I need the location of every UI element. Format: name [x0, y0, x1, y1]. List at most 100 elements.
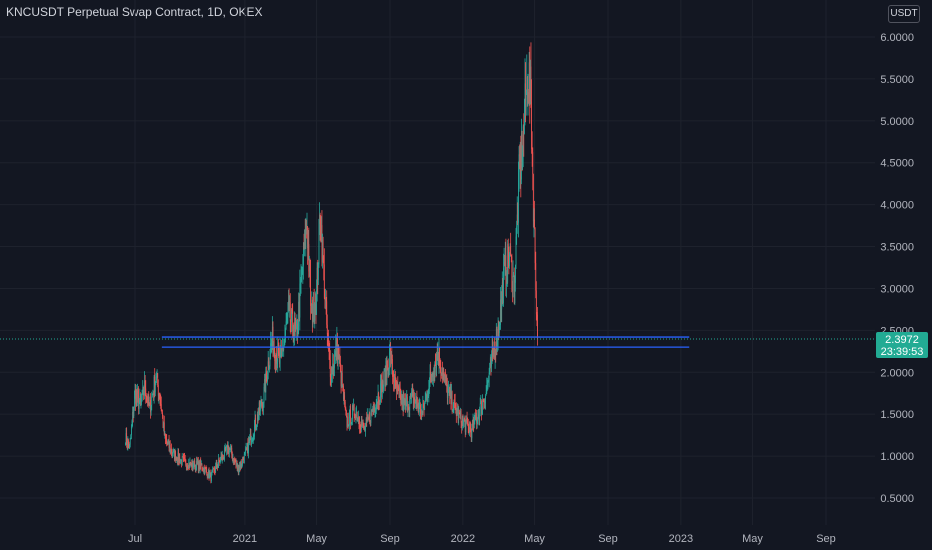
candle-body	[211, 472, 212, 482]
candle-body	[442, 372, 444, 380]
candle-body	[304, 229, 306, 250]
candle-body	[334, 352, 336, 356]
candle-body	[184, 457, 186, 460]
candle-body	[536, 314, 538, 316]
candle-body	[532, 174, 534, 222]
candle-body	[351, 406, 353, 420]
y-tick-label: 1.0000	[880, 451, 914, 463]
candle-body	[389, 348, 391, 352]
candle-body	[243, 453, 245, 464]
candle-body	[350, 423, 352, 425]
candle-body	[257, 414, 259, 420]
candle-body	[524, 83, 526, 123]
candle-body	[506, 279, 508, 283]
candle-body	[181, 459, 182, 465]
candle-body	[467, 421, 469, 425]
candle-body	[507, 243, 509, 261]
candle-body	[503, 268, 504, 303]
candle-body	[277, 345, 279, 362]
candle-body	[504, 262, 506, 266]
candle-body	[488, 372, 490, 381]
candle-body	[314, 304, 316, 315]
candle-body	[217, 464, 219, 468]
candle-body	[178, 457, 180, 462]
candle-body	[155, 380, 157, 383]
horizontal-lines[interactable]	[0, 336, 875, 348]
candle-body	[317, 264, 319, 280]
y-tick-label: 4.0000	[880, 200, 914, 212]
candle-body	[457, 408, 459, 420]
candle-body	[377, 401, 378, 404]
candle-body	[392, 359, 393, 375]
candle-body	[454, 400, 456, 405]
candle-body	[325, 298, 327, 302]
candle-body	[298, 301, 300, 327]
candle-body	[335, 345, 337, 353]
candle-body	[346, 410, 347, 417]
candle-body	[532, 152, 534, 175]
candle-body	[318, 219, 320, 265]
candle-body	[402, 395, 404, 410]
candle-body	[484, 400, 486, 404]
currency-badge[interactable]: USDT	[888, 5, 920, 23]
candle-body	[453, 399, 455, 409]
candle-body	[459, 413, 461, 416]
candle-body	[226, 444, 228, 447]
candle-body	[339, 354, 341, 364]
time-axis[interactable]: Jul 2021 May Sep 2022 May Sep 2023 May Sep	[128, 533, 836, 545]
candle-body	[320, 223, 322, 237]
candle-body	[260, 400, 262, 405]
candle-body	[328, 346, 330, 352]
candle-body	[529, 62, 531, 101]
candle-body	[292, 310, 294, 332]
candle-body	[369, 422, 371, 424]
candle-body	[196, 461, 198, 465]
candle-body	[436, 352, 438, 369]
candle-body	[152, 393, 154, 395]
candle-body	[521, 134, 522, 180]
candle-body	[225, 446, 227, 451]
candle-body	[500, 299, 502, 309]
candle-body	[170, 448, 172, 452]
y-tick-label: 6.0000	[880, 32, 914, 44]
candle-body	[302, 265, 304, 269]
candle-body	[396, 386, 397, 392]
candle-body	[503, 262, 505, 269]
candle-body	[239, 465, 240, 469]
candle-body	[470, 428, 472, 432]
candle-body	[473, 418, 475, 429]
candle-body	[255, 417, 257, 429]
candle-body	[212, 469, 214, 472]
candle-body	[490, 358, 492, 367]
candle-body	[516, 226, 518, 237]
candle-body	[308, 259, 310, 272]
candle-body	[530, 66, 532, 102]
candle-body	[381, 380, 383, 398]
candle-body	[282, 347, 283, 349]
candle-body	[452, 408, 454, 412]
candle-body	[256, 424, 258, 428]
candle-body	[429, 379, 430, 389]
price-axis[interactable]: 6.0000 5.5000 5.0000 4.5000 4.0000 3.5000 3.00…	[880, 32, 914, 505]
grid	[0, 0, 875, 525]
candle-body	[307, 226, 309, 248]
candle-body	[397, 384, 399, 387]
candle-body	[481, 407, 483, 414]
candle-body	[415, 398, 417, 402]
candle-body	[310, 275, 311, 306]
candle-body	[448, 388, 449, 390]
candle-body	[533, 219, 535, 222]
candle-body	[513, 275, 515, 277]
candle-body	[521, 134, 523, 169]
candle-body	[197, 461, 199, 465]
candle-body	[234, 458, 236, 462]
candle-body	[286, 319, 288, 322]
candle-body	[216, 463, 218, 467]
candle-body	[351, 419, 353, 424]
candle-body	[132, 412, 134, 417]
candle-body	[171, 452, 173, 454]
candle-body	[175, 457, 177, 461]
candle-body	[276, 361, 278, 364]
candle-body	[202, 470, 204, 472]
